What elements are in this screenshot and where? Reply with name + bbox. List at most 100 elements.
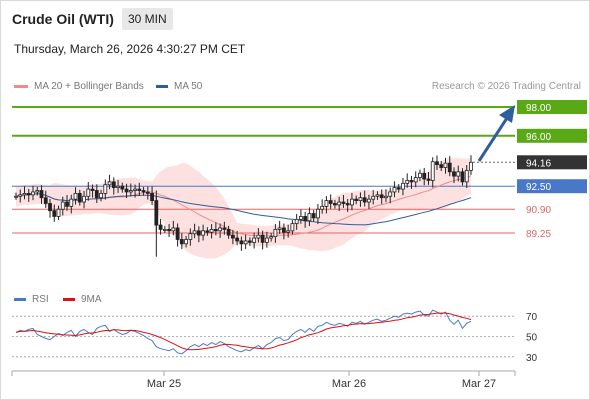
candle-body bbox=[86, 188, 91, 197]
candle-body bbox=[409, 180, 414, 183]
candle-body bbox=[277, 227, 282, 230]
candle-body bbox=[192, 230, 197, 235]
candle-body bbox=[354, 198, 359, 202]
candle-body bbox=[396, 187, 401, 190]
candle-body bbox=[18, 194, 23, 197]
candle-body bbox=[26, 192, 31, 196]
candle-body bbox=[256, 234, 261, 239]
candle-body bbox=[388, 191, 393, 197]
candle-body bbox=[443, 162, 448, 168]
legend-ma50-label: MA 50 bbox=[174, 81, 203, 92]
candle-body bbox=[39, 190, 44, 199]
candle-body bbox=[175, 227, 180, 240]
candle-body bbox=[22, 192, 27, 196]
candle-body bbox=[145, 191, 150, 194]
candle-body bbox=[273, 228, 278, 237]
x-tick-label: Mar 25 bbox=[147, 378, 181, 390]
legend-ma20: MA 20 + Bollinger Bands bbox=[14, 81, 144, 92]
candle-body bbox=[65, 201, 69, 207]
candle-body bbox=[196, 230, 201, 236]
candle-body bbox=[469, 161, 473, 171]
candle-body bbox=[281, 227, 286, 233]
candle-body bbox=[35, 190, 40, 193]
rsi-level-label-70: 70 bbox=[526, 312, 538, 323]
candle-body bbox=[184, 239, 188, 245]
timeframe-badge[interactable]: 30 MIN bbox=[122, 8, 173, 30]
bollinger-band-area bbox=[16, 158, 471, 259]
candle-body bbox=[337, 201, 342, 206]
candle-body bbox=[264, 237, 269, 243]
candle-body bbox=[213, 228, 218, 232]
rsi-ma-line bbox=[15, 312, 472, 351]
candle-body bbox=[456, 171, 461, 177]
candle-body bbox=[201, 230, 206, 236]
candle-body bbox=[179, 239, 184, 245]
candle-body bbox=[205, 230, 210, 233]
candle-body bbox=[31, 191, 35, 196]
candle-body bbox=[405, 180, 410, 184]
candle-body bbox=[294, 218, 299, 225]
candle-body bbox=[290, 223, 295, 232]
candle-body bbox=[333, 203, 337, 206]
legend-ma50-swatch bbox=[156, 85, 168, 88]
candle-body bbox=[99, 192, 103, 199]
candle-body bbox=[150, 192, 154, 201]
candle-body bbox=[328, 200, 333, 204]
candle-body bbox=[116, 185, 120, 189]
candle-body bbox=[367, 198, 371, 203]
candle-body bbox=[379, 194, 384, 199]
candle-body bbox=[464, 169, 469, 183]
candle-body bbox=[439, 164, 444, 168]
candle-body bbox=[316, 208, 320, 219]
candle-body bbox=[452, 171, 456, 177]
price-label-box-98.00 bbox=[517, 100, 587, 114]
candle-body bbox=[299, 216, 303, 220]
legend-rsi-label: RSI bbox=[32, 294, 49, 305]
price-label-98.00: 98.00 bbox=[526, 103, 551, 114]
legend-9ma: 9MA bbox=[63, 294, 102, 305]
candle-body bbox=[82, 195, 86, 203]
candle-body bbox=[188, 233, 193, 240]
candle-body bbox=[171, 227, 176, 232]
candle-body bbox=[73, 192, 78, 200]
candle-body bbox=[286, 230, 291, 233]
candle-body bbox=[77, 192, 82, 203]
price-label-box-92.50 bbox=[517, 179, 587, 194]
candle-body bbox=[320, 205, 325, 210]
candle-body bbox=[111, 181, 116, 189]
candle-body bbox=[48, 203, 52, 212]
candle-body bbox=[362, 197, 367, 203]
candle-body bbox=[90, 188, 95, 191]
candle-body bbox=[324, 200, 329, 207]
candle-body bbox=[401, 182, 405, 190]
candle-body bbox=[307, 213, 312, 222]
price-label-94.16: 94.16 bbox=[526, 158, 551, 169]
candle-body bbox=[120, 185, 125, 190]
candle-body bbox=[235, 237, 240, 242]
candle-body bbox=[239, 240, 244, 245]
candle-body bbox=[137, 188, 142, 191]
legend-ma20-swatch bbox=[14, 85, 28, 88]
candle-body bbox=[56, 208, 61, 217]
candle-body bbox=[69, 198, 74, 207]
price-label-box-96.00 bbox=[517, 128, 587, 143]
price-label-box-94.16 bbox=[517, 155, 587, 170]
candle-body bbox=[371, 195, 376, 200]
candle-body bbox=[218, 227, 223, 232]
candle-body bbox=[43, 197, 48, 204]
candle-body bbox=[133, 188, 137, 191]
candle-body bbox=[243, 240, 248, 245]
legend-ma20-label: MA 20 + Bollinger Bands bbox=[34, 81, 144, 92]
candle-body bbox=[124, 188, 129, 193]
candle-body bbox=[94, 190, 99, 199]
candle-body bbox=[460, 171, 465, 183]
candle-body bbox=[311, 213, 316, 219]
candle-body bbox=[422, 172, 427, 180]
candle-body bbox=[14, 195, 18, 198]
candle-body bbox=[392, 187, 397, 193]
candle-body bbox=[358, 197, 363, 202]
candle-body bbox=[103, 184, 108, 194]
legend-9ma-label: 9MA bbox=[81, 294, 102, 305]
candle-body bbox=[345, 203, 350, 206]
